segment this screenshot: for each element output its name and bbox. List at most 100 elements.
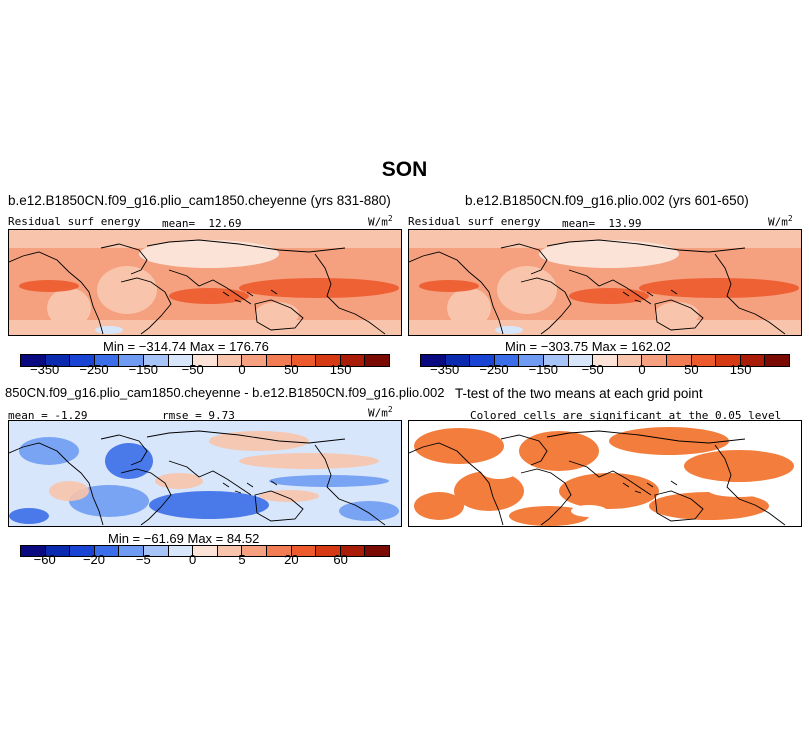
anomaly-patch: [9, 508, 49, 524]
coastline: [546, 239, 746, 253]
indian-ocean-band: [169, 288, 249, 304]
indian-ocean-band: [569, 288, 649, 304]
anomaly-patch: [239, 453, 379, 469]
top-right-mean-label: mean= 13.99: [562, 217, 642, 230]
asia-region: [539, 240, 679, 268]
top-left-mean-value: 12.69: [208, 217, 242, 230]
coastline: [546, 430, 746, 444]
tropical-pacific-band: [239, 278, 399, 298]
anomaly-patch: [19, 437, 79, 465]
colorbar-cell: [217, 355, 243, 366]
coastline: [222, 480, 278, 494]
anomaly-patch: [69, 485, 149, 517]
bottom-right-case-title: T-test of the two means at each grid poi…: [455, 386, 703, 401]
asia-region: [139, 240, 279, 268]
colorbar-cell: [217, 546, 243, 556]
colorbar-cell: [193, 355, 218, 366]
colorbar-cell: [242, 355, 267, 366]
colorbar-cell: [470, 355, 495, 366]
colorbar-tick-label: −350: [430, 362, 460, 377]
coastline: [146, 430, 346, 444]
top-right-mean-value: 13.99: [608, 217, 642, 230]
colorbar-cell: [593, 355, 618, 366]
anomaly-patch: [209, 431, 309, 451]
colorbar-cell: [494, 355, 520, 366]
coastline: [568, 269, 652, 305]
colorbar-tick-label: 50: [684, 362, 699, 377]
bottom-left-units: W/m2: [368, 405, 393, 420]
coastline: [520, 468, 572, 526]
africa-region: [97, 266, 157, 314]
colorbar-tick-label: 150: [329, 362, 352, 377]
top-left-mean-label: mean= 12.69: [162, 217, 242, 230]
tropical-pacific-band: [639, 278, 799, 298]
coastline: [100, 434, 148, 466]
colorbar-cell: [316, 355, 341, 366]
coastline: [120, 468, 172, 526]
colorbar-cell: [691, 355, 717, 366]
coastline: [100, 243, 148, 275]
colorbar-cell: [291, 355, 317, 366]
colorbar-tick-label: −150: [528, 362, 558, 377]
anomaly-patch: [259, 490, 319, 502]
colorbar-cell: [266, 355, 292, 366]
high-latitude-band: [9, 230, 401, 248]
colorbar-cell: [168, 355, 194, 366]
high-latitude-band: [409, 230, 801, 248]
top-left-map-field: [9, 230, 401, 335]
coastline: [314, 253, 386, 335]
colorbar-cell: [365, 546, 389, 556]
anomaly-patch: [155, 473, 203, 489]
bottom-left-rmse: rmse = 9.73: [162, 409, 235, 422]
bottom-left-colorbar: [20, 545, 390, 557]
colorbar-cell: [21, 355, 46, 366]
colorbar-tick-label: 50: [284, 362, 299, 377]
coastline: [146, 239, 346, 253]
significant-region: [454, 471, 524, 511]
coastline: [409, 442, 504, 526]
coastline: [568, 460, 652, 496]
colorbar-cell: [70, 546, 95, 556]
top-right-variable-label: Residual surf energy: [408, 215, 541, 228]
top-right-case-title: b.e12.B1850CN.f09_g16.plio.002 (yrs 601-…: [465, 193, 749, 208]
atlantic-band: [419, 280, 479, 292]
colorbar-cell: [143, 355, 169, 366]
non-significant-region: [619, 460, 659, 472]
colorbar-cell: [765, 355, 789, 366]
colorbar-cell: [421, 355, 446, 366]
colorbar-tick-label: −20: [82, 552, 106, 567]
anomaly-patch: [49, 481, 89, 501]
colorbar-cell: [445, 355, 471, 366]
colorbar-tick-label: −150: [128, 362, 158, 377]
colorbar-cell: [119, 355, 144, 366]
colorbar-cell: [266, 546, 292, 556]
coastline: [120, 277, 172, 335]
top-left-variable-label: Residual surf energy: [8, 215, 141, 228]
colorbar-tick-label: −60: [33, 552, 56, 567]
coastline: [500, 434, 548, 466]
colorbar-cell: [70, 355, 95, 366]
colorbar-cell: [45, 355, 71, 366]
colorbar-cell: [642, 355, 667, 366]
colorbar-cell: [45, 546, 71, 556]
significant-region: [559, 473, 659, 509]
bottom-right-map: [408, 420, 802, 527]
coastline: [254, 299, 304, 331]
colorbar-cell: [21, 546, 46, 556]
top-left-min-max: Min = −314.74 Max = 176.76: [100, 339, 272, 354]
colorbar-cell: [143, 546, 169, 556]
cool-patch: [495, 326, 523, 334]
coastline: [654, 299, 704, 331]
non-significant-region: [571, 505, 607, 517]
colorbar-cell: [617, 355, 643, 366]
significant-region: [509, 506, 589, 526]
colorbar-tick-label: −5: [135, 552, 151, 567]
top-left-colorbar: [20, 354, 390, 367]
top-left-units: W/m2: [368, 214, 393, 229]
top-right-map-field: [409, 230, 801, 335]
figure-title: SON: [381, 158, 428, 181]
colorbar-cell: [740, 355, 766, 366]
bottom-right-map-ttest: [409, 421, 801, 526]
non-significant-region: [481, 463, 517, 479]
colorbar-tick-label: −250: [79, 362, 109, 377]
